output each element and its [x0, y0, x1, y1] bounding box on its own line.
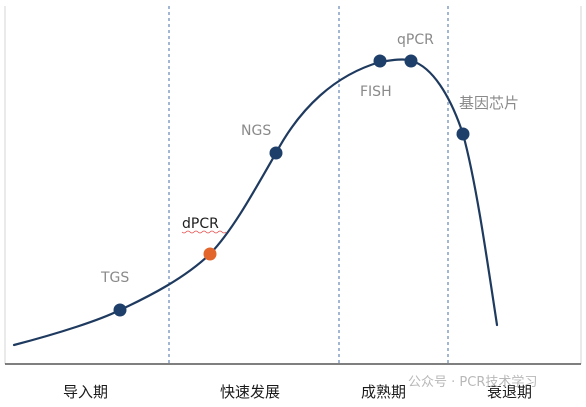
tgs-label: TGS: [100, 270, 129, 286]
ngs-label: NGS: [241, 123, 271, 139]
phase-decline-label: 衰退期: [487, 383, 532, 401]
phase-intro-label: 导入期: [63, 383, 108, 401]
dpcr-point: [203, 247, 217, 261]
phase-maturity-label: 成熟期: [361, 383, 406, 401]
qpcr-label: qPCR: [397, 32, 434, 48]
chip-label: 基因芯片: [459, 94, 519, 112]
watermark-text: 公众号 · PCR技术学习: [408, 374, 537, 390]
fish-point: [373, 54, 387, 68]
lifecycle-curve: [12, 58, 499, 347]
qpcr-point: [404, 54, 418, 68]
chip-point: [456, 127, 470, 141]
phase-growth-label: 快速发展: [220, 383, 280, 401]
fish-label: FISH: [360, 84, 392, 100]
tgs-point: [113, 303, 127, 317]
dpcr-underline: [181, 230, 227, 234]
ngs-point: [269, 146, 283, 160]
dpcr-label: dPCR: [182, 216, 219, 232]
